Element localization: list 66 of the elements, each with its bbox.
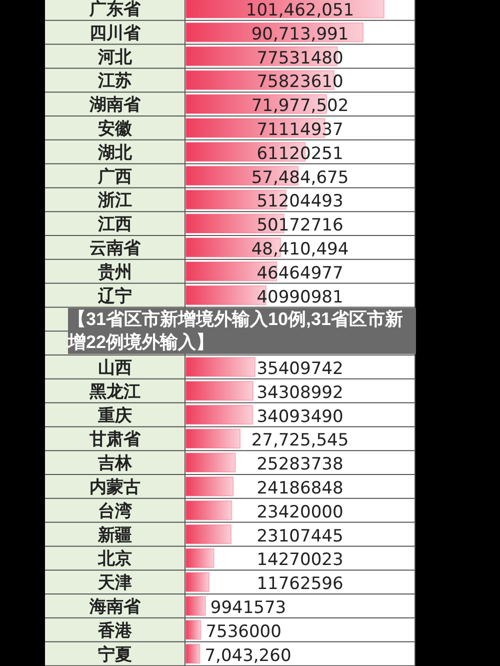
- y-tick-label: 宁夏: [98, 644, 132, 664]
- data-label: 23107445: [256, 526, 344, 546]
- bar: [186, 548, 214, 568]
- bar: [186, 524, 232, 544]
- annotation: 【31省区市新增境外输入10例,31省区市新增22例境外输入】: [68, 308, 416, 354]
- y-tick-label: 广西: [97, 166, 132, 186]
- bar: [186, 428, 241, 449]
- data-label: 14270023: [256, 550, 344, 570]
- y-tick-label: 台湾: [98, 501, 132, 520]
- data-label: 48,410,494: [251, 239, 349, 260]
- data-label: 7,043,260: [204, 646, 292, 666]
- y-tick-label: 湖南省: [88, 95, 142, 114]
- y-tick-label: 浙江: [97, 190, 132, 210]
- y-tick-label: 湖北: [97, 142, 133, 162]
- y-tick-label: 江西: [97, 214, 132, 234]
- bar: [186, 620, 202, 640]
- data-label: 40990981: [256, 287, 344, 308]
- data-label: 61120251: [256, 144, 344, 164]
- bar: [186, 596, 206, 616]
- bar: [186, 572, 210, 592]
- bar: [186, 380, 254, 401]
- y-tick-label: 贵州: [97, 262, 132, 282]
- y-tick-label: 云南省: [90, 238, 142, 258]
- data-label: 50172716: [256, 216, 344, 236]
- data-label: 51204493: [256, 192, 344, 212]
- data-label: 77531480: [256, 48, 344, 68]
- y-tick-label: 新疆: [97, 525, 132, 544]
- data-label: 46464977: [256, 263, 344, 284]
- y-tick-label: 香港: [97, 620, 133, 640]
- y-tick-label: 黑龙江: [88, 382, 140, 401]
- data-label: 35409742: [256, 358, 344, 379]
- y-tick-label: 北京: [97, 549, 132, 568]
- data-label: 57,484,675: [251, 168, 349, 188]
- bar: [186, 404, 254, 425]
- bar: [186, 644, 200, 664]
- data-label: 23420000: [256, 502, 344, 522]
- bar: [186, 452, 236, 472]
- y-tick-label: 吉林: [97, 454, 133, 473]
- data-label: 11762596: [256, 574, 344, 594]
- data-label: 34308992: [256, 382, 344, 403]
- bar: [186, 476, 234, 496]
- y-tick-label: 海南省: [88, 596, 142, 616]
- data-label: 9941573: [210, 598, 286, 618]
- bar: [186, 357, 256, 377]
- data-label: 34093490: [256, 406, 344, 427]
- y-tick-label: 内蒙古: [90, 477, 140, 496]
- y-tick-label: 辽宁: [97, 286, 132, 306]
- y-tick-label: 甘肃省: [88, 430, 142, 449]
- data-label: 7536000: [206, 622, 282, 642]
- data-label: 101,462,051: [246, 0, 354, 20]
- y-tick-label: 重庆: [97, 406, 132, 425]
- y-tick-label: 天津: [97, 573, 132, 592]
- data-label: 24186848: [256, 478, 344, 498]
- y-tick-label: 河北: [97, 47, 133, 66]
- data-label: 27,725,545: [251, 430, 349, 451]
- data-label: 75823610: [256, 72, 344, 92]
- y-tick-label: 山西: [98, 358, 132, 377]
- data-label: 90,713,991: [251, 24, 349, 44]
- y-tick-label: 四川省: [90, 23, 142, 42]
- data-label: 25283738: [256, 454, 344, 475]
- data-label: 71,977,502: [251, 96, 349, 116]
- bar: [186, 500, 232, 520]
- y-tick-label: 江苏: [97, 71, 132, 90]
- data-label: 71114937: [256, 120, 344, 140]
- y-tick-label: 安徽: [98, 118, 133, 138]
- y-tick-label: 广东省: [88, 0, 142, 18]
